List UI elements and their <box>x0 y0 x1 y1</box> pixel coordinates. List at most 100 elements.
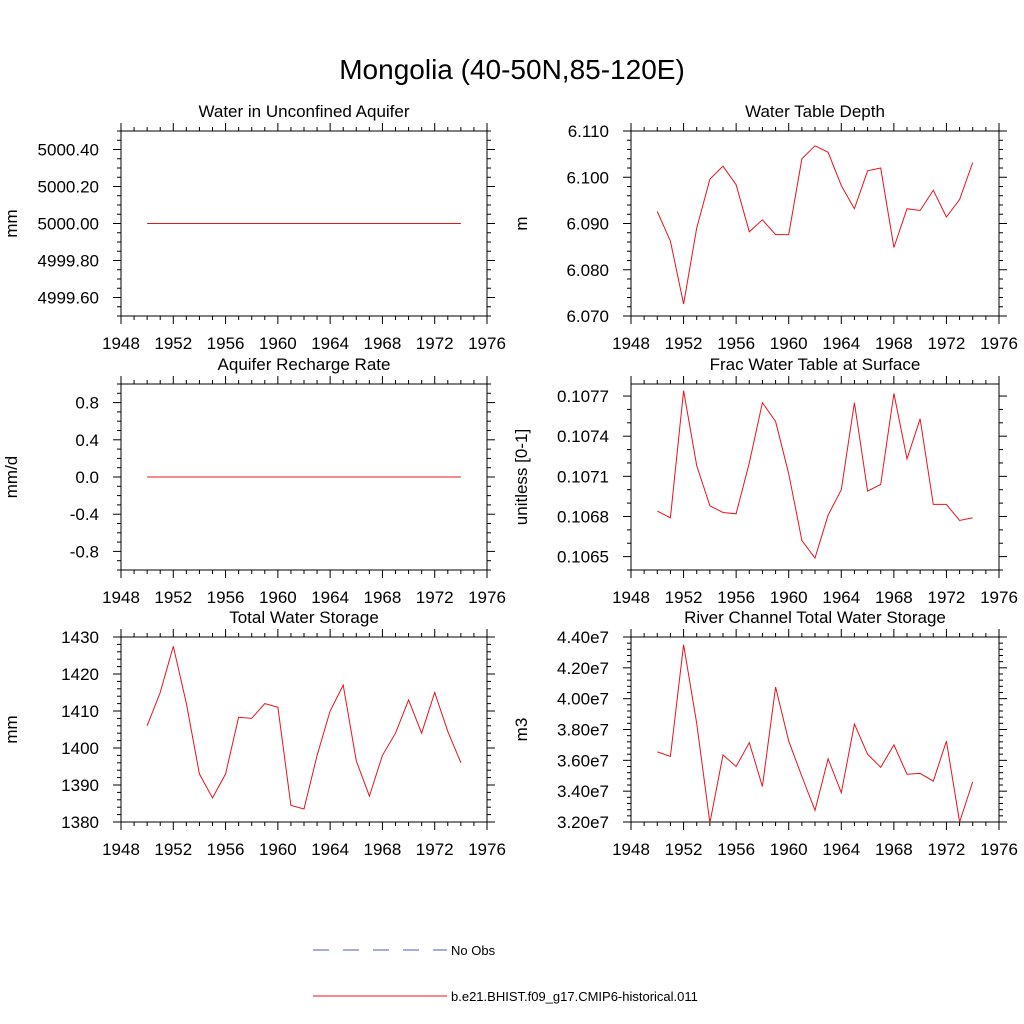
y-tick-label: 6.110 <box>568 122 609 141</box>
y-axis-label: m3 <box>512 718 531 742</box>
x-tick-label: 1952 <box>665 840 703 859</box>
y-tick-label: 0.1071 <box>557 467 609 486</box>
x-tick-label: 1976 <box>468 840 506 859</box>
y-tick-label: 6.100 <box>566 168 609 187</box>
y-tick-label: 0.0 <box>75 468 99 487</box>
y-tick-label: 1410 <box>61 702 99 721</box>
y-tick-label: 4.20e7 <box>557 659 609 678</box>
y-axis-label: mm/d <box>2 456 21 499</box>
panel-title: Frac Water Table at Surface <box>710 355 921 374</box>
y-tick-label: 0.1068 <box>557 507 609 526</box>
x-tick-label: 1976 <box>980 588 1018 607</box>
legend-label: b.e21.BHIST.f09_g17.CMIP6-historical.011 <box>451 989 698 1004</box>
y-tick-label: 4999.60 <box>38 289 99 308</box>
plot-frame <box>630 383 1000 571</box>
x-tick-label: 1972 <box>928 840 966 859</box>
legend-label: No Obs <box>451 943 496 958</box>
y-tick-label: 3.20e7 <box>557 813 609 832</box>
x-tick-label: 1976 <box>980 334 1018 353</box>
legend: No Obs b.e21.BHIST.f09_g17.CMIP6-historic… <box>313 943 698 1004</box>
y-axis-label: unitless [0-1] <box>512 429 531 525</box>
y-tick-label: 1430 <box>61 628 99 647</box>
x-tick-label: 1960 <box>259 588 297 607</box>
panel-3: Aquifer Recharge Rate mm/d 1948 1952 1956 196… <box>2 355 506 607</box>
x-tick-label: 1948 <box>612 588 650 607</box>
x-tick-label: 1968 <box>364 840 402 859</box>
y-tick-label: 1380 <box>61 813 99 832</box>
x-tick-label: 1952 <box>154 588 192 607</box>
y-tick-label: 0.4 <box>75 431 99 450</box>
y-tick-label: 1420 <box>61 665 99 684</box>
x-tick-label: 1976 <box>468 334 506 353</box>
x-tick-label: 1948 <box>612 840 650 859</box>
y-tick-label: 6.080 <box>566 261 609 280</box>
y-tick-label: 5000.40 <box>38 141 99 160</box>
panel-5: Total Water Storage mm 1948 1952 1956 1960 196… <box>2 608 506 859</box>
x-tick-label: 1948 <box>102 840 140 859</box>
x-tick-label: 1948 <box>102 588 140 607</box>
x-tick-label: 1972 <box>416 334 454 353</box>
page-title: Mongolia (40-50N,85-120E) <box>339 54 685 85</box>
y-tick-label: 0.1077 <box>557 387 609 406</box>
x-tick-label: 1964 <box>311 588 349 607</box>
x-tick-label: 1964 <box>822 840 860 859</box>
y-tick-label: 4999.80 <box>38 252 99 271</box>
x-tick-label: 1952 <box>154 840 192 859</box>
y-tick-label: 5000.20 <box>38 178 99 197</box>
x-tick-label: 1960 <box>259 840 297 859</box>
y-tick-label: 3.40e7 <box>557 782 609 801</box>
x-tick-label: 1960 <box>770 840 808 859</box>
y-tick-label: 1400 <box>61 739 99 758</box>
x-tick-label: 1952 <box>665 334 703 353</box>
x-tick-label: 1964 <box>311 840 349 859</box>
x-tick-label: 1948 <box>102 334 140 353</box>
panel-title: River Channel Total Water Storage <box>684 608 946 627</box>
x-tick-label: 1960 <box>770 334 808 353</box>
x-tick-label: 1956 <box>717 334 755 353</box>
y-tick-label: 0.8 <box>75 394 99 413</box>
y-tick-label: 0.1074 <box>557 427 609 446</box>
y-tick-label: -0.8 <box>70 542 99 561</box>
x-tick-label: 1968 <box>364 588 402 607</box>
panel-title: Water Table Depth <box>745 102 885 121</box>
x-tick-label: 1956 <box>207 840 245 859</box>
x-tick-label: 1964 <box>311 334 349 353</box>
panel-title: Water in Unconfined Aquifer <box>198 102 409 121</box>
series-line <box>146 646 462 810</box>
y-tick-label: -0.4 <box>70 505 99 524</box>
x-tick-label: 1956 <box>207 588 245 607</box>
panel-title: Aquifer Recharge Rate <box>218 355 391 374</box>
panel-6: River Channel Total Water Storage m3 1948 1… <box>512 608 1018 859</box>
x-tick-label: 1972 <box>416 588 454 607</box>
x-tick-label: 1964 <box>822 588 860 607</box>
plot-frame <box>120 636 488 823</box>
panel-title: Total Water Storage <box>229 608 379 627</box>
y-tick-label: 0.1065 <box>557 548 609 567</box>
x-tick-label: 1960 <box>770 588 808 607</box>
x-tick-label: 1968 <box>875 588 913 607</box>
x-tick-label: 1952 <box>154 334 192 353</box>
y-tick-label: 3.60e7 <box>557 751 609 770</box>
x-tick-label: 1972 <box>416 840 454 859</box>
x-tick-label: 1968 <box>364 334 402 353</box>
x-tick-label: 1964 <box>822 334 860 353</box>
y-tick-label: 4.00e7 <box>557 690 609 709</box>
plot-frame <box>630 636 1000 823</box>
x-tick-label: 1968 <box>875 840 913 859</box>
series-line <box>657 390 973 560</box>
x-tick-label: 1956 <box>717 840 755 859</box>
x-tick-label: 1948 <box>612 334 650 353</box>
x-tick-label: 1956 <box>717 588 755 607</box>
y-tick-label: 6.090 <box>566 215 609 234</box>
x-tick-label: 1952 <box>665 588 703 607</box>
series-line <box>657 644 974 823</box>
y-tick-label: 3.80e7 <box>557 721 609 740</box>
panel-2: Water Table Depth m 1948 1952 1956 1960 1964 19… <box>512 102 1018 353</box>
x-tick-label: 1972 <box>928 588 966 607</box>
y-tick-label: 5000.00 <box>38 215 99 234</box>
y-tick-label: 1390 <box>61 776 99 795</box>
series-line <box>656 145 974 305</box>
y-tick-label: 4.40e7 <box>557 628 609 647</box>
x-tick-label: 1976 <box>468 588 506 607</box>
